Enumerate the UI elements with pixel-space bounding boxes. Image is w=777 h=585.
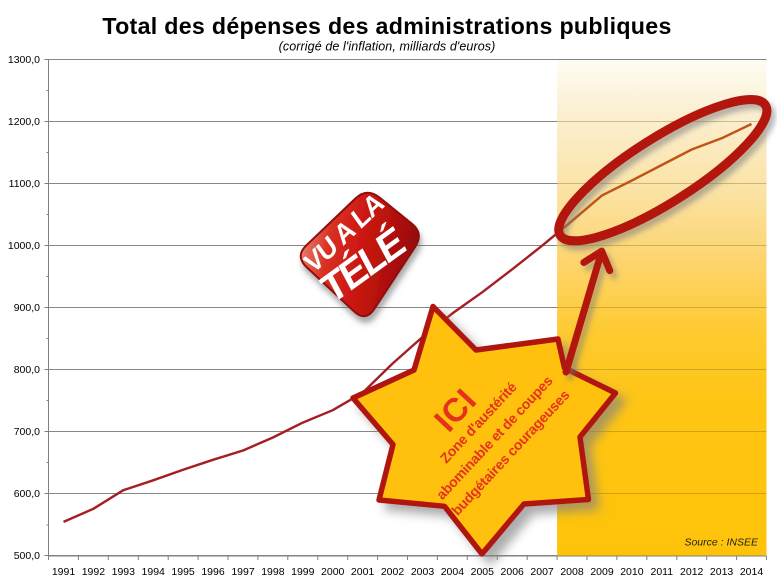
svg-text:2009: 2009 (590, 566, 614, 578)
svg-text:2007: 2007 (530, 566, 554, 578)
svg-text:1999: 1999 (291, 566, 315, 578)
svg-text:1100,0: 1100,0 (9, 178, 40, 190)
svg-text:Source : INSEE: Source : INSEE (684, 537, 759, 549)
svg-text:2010: 2010 (620, 566, 644, 578)
svg-text:1994: 1994 (142, 566, 166, 578)
svg-text:1993: 1993 (112, 566, 136, 578)
svg-text:2005: 2005 (471, 566, 495, 578)
svg-text:2011: 2011 (651, 566, 674, 578)
svg-text:1991: 1991 (52, 566, 76, 578)
svg-text:1200,0: 1200,0 (8, 116, 40, 128)
svg-text:2006: 2006 (501, 566, 525, 578)
svg-text:2000: 2000 (321, 566, 345, 578)
svg-text:2008: 2008 (560, 566, 584, 578)
svg-text:1998: 1998 (261, 566, 285, 578)
svg-text:2001: 2001 (351, 566, 375, 578)
svg-text:800,0: 800,0 (14, 364, 40, 376)
svg-text:2012: 2012 (680, 566, 704, 578)
svg-text:1995: 1995 (171, 566, 195, 578)
svg-text:2003: 2003 (411, 566, 435, 578)
svg-text:Total des dépenses des adminis: Total des dépenses des administrations p… (102, 13, 671, 39)
svg-text:1000,0: 1000,0 (8, 240, 40, 252)
svg-text:1996: 1996 (201, 566, 225, 578)
svg-text:2014: 2014 (740, 566, 764, 578)
svg-text:1997: 1997 (231, 566, 255, 578)
svg-text:(corrigé de l'inflation, milli: (corrigé de l'inflation, milliards d'eur… (279, 40, 496, 54)
svg-text:600,0: 600,0 (14, 488, 40, 500)
svg-text:700,0: 700,0 (14, 426, 40, 438)
svg-text:900,0: 900,0 (14, 302, 40, 314)
svg-text:2004: 2004 (441, 566, 465, 578)
svg-text:1300,0: 1300,0 (8, 54, 40, 66)
svg-text:2002: 2002 (381, 566, 405, 578)
svg-text:1992: 1992 (82, 566, 106, 578)
svg-text:500,0: 500,0 (14, 550, 40, 562)
svg-text:2013: 2013 (710, 566, 734, 578)
